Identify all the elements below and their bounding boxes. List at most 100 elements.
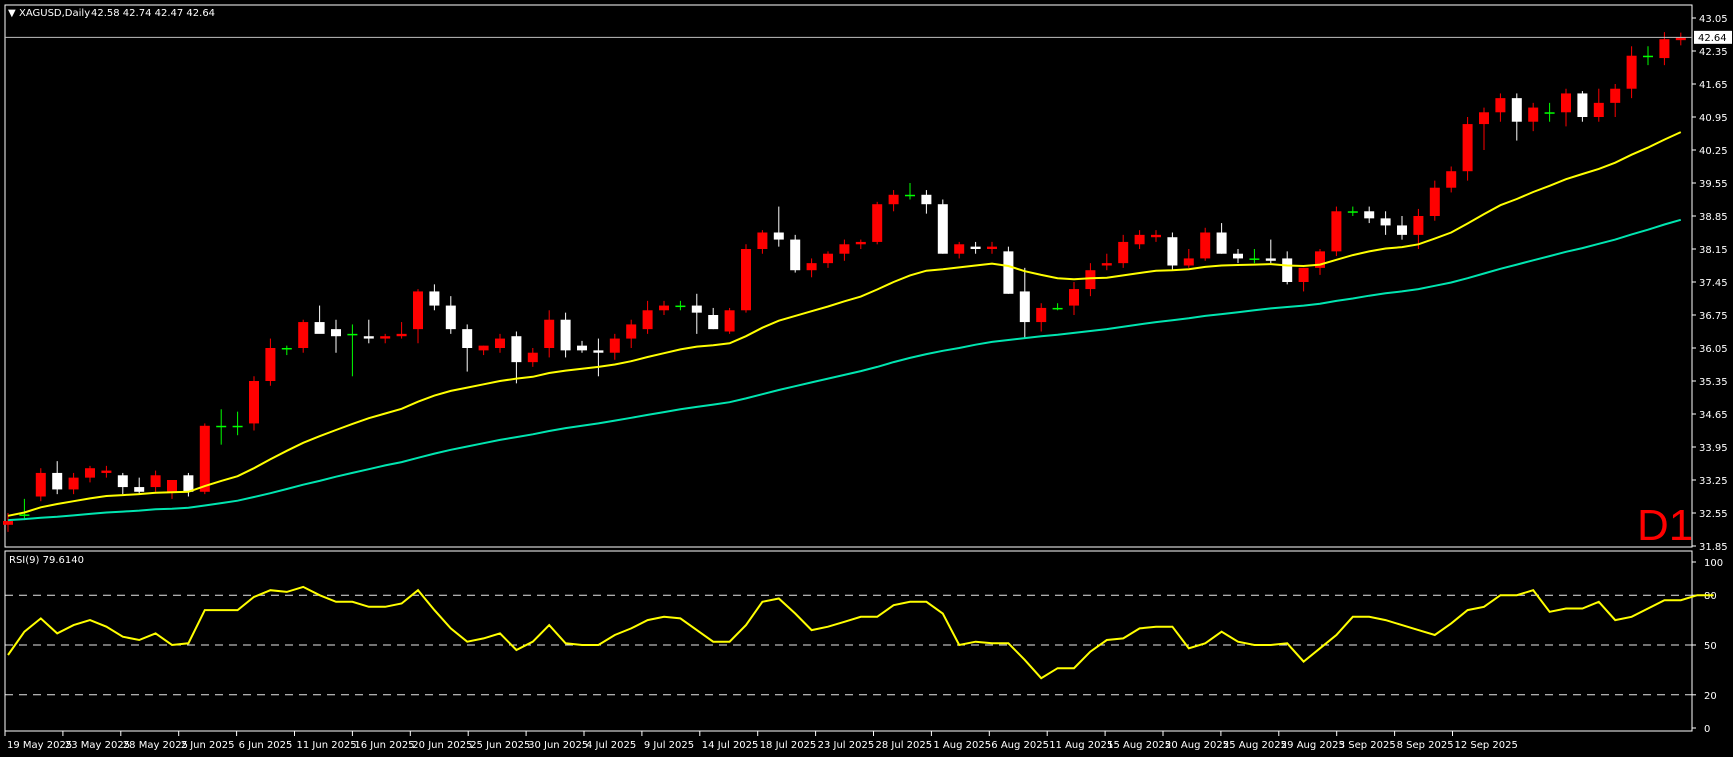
candle: [839, 239, 850, 261]
time-axis-label: 30 Jun 2025: [528, 740, 588, 751]
candle: [445, 296, 456, 334]
candle-body: [1347, 211, 1358, 213]
ma-fast-line: [7, 131, 1682, 517]
candle-body: [1134, 234, 1145, 245]
time-axis-label: 4 Jul 2025: [586, 740, 636, 751]
candle: [1364, 206, 1375, 224]
time-axis-label: 8 Sep 2025: [1397, 740, 1454, 751]
candle-body: [741, 249, 751, 311]
candle-body: [167, 480, 177, 492]
candle-body: [937, 204, 948, 254]
candle: [199, 423, 210, 495]
candle-body: [134, 487, 145, 492]
candle: [1561, 88, 1571, 127]
candle: [872, 201, 883, 245]
candle-body: [626, 324, 637, 339]
time-axis-label: 19 May 2025: [7, 740, 72, 751]
candle-body: [970, 246, 981, 249]
candle-body: [281, 348, 292, 350]
candle-body: [1331, 211, 1342, 252]
time-axis-label: 28 Jul 2025: [876, 740, 933, 751]
time-axis-label: 14 Jul 2025: [702, 740, 759, 751]
candle-body: [609, 338, 620, 353]
candle-body: [232, 425, 243, 428]
symbol-label: XAGUSD,Daily: [19, 8, 90, 19]
candle: [249, 376, 259, 431]
candle: [954, 241, 965, 259]
candle: [855, 239, 866, 249]
rsi-axis-label: 80: [1704, 591, 1717, 602]
candle: [593, 338, 604, 377]
candle-body: [216, 425, 227, 428]
price-axis-label: 35.35: [1699, 377, 1728, 388]
candle: [560, 312, 571, 358]
rsi-axis-label: 100: [1704, 558, 1723, 569]
ma-slow-line: [7, 218, 1682, 522]
candle: [642, 300, 653, 334]
candle: [1479, 107, 1489, 150]
candle: [675, 300, 686, 311]
candle-body: [1003, 251, 1014, 294]
time-axis-label: 2 Jun 2025: [181, 740, 235, 751]
candle: [1233, 249, 1243, 264]
candle: [1331, 206, 1342, 257]
candle-body: [249, 381, 259, 424]
candle-body: [347, 333, 358, 336]
candle-body: [1610, 88, 1621, 103]
current-price-label: 42.64: [1698, 33, 1727, 44]
candle: [1626, 46, 1637, 99]
candle-body: [593, 350, 604, 353]
candle: [1593, 88, 1604, 122]
candle: [3, 513, 13, 532]
candle-body: [35, 472, 46, 497]
time-axis-label: 1 Aug 2025: [933, 740, 991, 751]
candle: [1577, 91, 1588, 122]
candle-body: [855, 241, 866, 245]
candle: [1347, 206, 1358, 216]
time-axis-label: 28 May 2025: [123, 740, 188, 751]
candle: [1429, 180, 1440, 221]
candle-body: [839, 244, 850, 254]
price-axis-label: 39.55: [1699, 179, 1728, 190]
candle: [970, 241, 981, 254]
candle-body: [1315, 251, 1325, 268]
candle: [511, 331, 522, 384]
candle-body: [1561, 93, 1571, 113]
price-axis-label: 34.65: [1699, 410, 1728, 421]
candle-body: [1233, 253, 1243, 259]
candle: [1462, 117, 1473, 181]
candle: [905, 183, 915, 200]
candle: [1069, 282, 1079, 315]
candle: [773, 206, 784, 247]
candle-body: [1265, 258, 1276, 261]
candle-body: [19, 514, 30, 516]
candle: [1446, 166, 1457, 193]
candle: [937, 199, 948, 254]
candle-body: [68, 477, 79, 490]
candle-body: [1528, 107, 1539, 122]
collapse-arrow-icon[interactable]: ▼: [8, 8, 16, 19]
time-axis-label: 11 Jun 2025: [297, 740, 357, 751]
candle-body: [659, 305, 669, 311]
rsi-axis-label: 20: [1704, 691, 1717, 702]
candle-body: [363, 336, 374, 339]
candle-body: [1101, 263, 1112, 266]
candle: [216, 409, 227, 445]
candle: [495, 333, 505, 353]
candle: [1397, 216, 1407, 240]
candle-body: [1085, 270, 1096, 290]
rsi-axis-label: 0: [1704, 724, 1710, 735]
candle-body: [823, 253, 833, 264]
candle-body: [987, 246, 997, 249]
candle: [1315, 249, 1325, 275]
candle: [1249, 249, 1260, 264]
candle: [1003, 246, 1014, 294]
time-axis-label: 9 Jul 2025: [644, 740, 694, 751]
candle: [921, 190, 932, 214]
candle: [708, 307, 719, 330]
candle-body: [1282, 258, 1293, 282]
candle: [167, 480, 177, 499]
candle-body: [445, 305, 456, 330]
candle: [1085, 263, 1096, 297]
